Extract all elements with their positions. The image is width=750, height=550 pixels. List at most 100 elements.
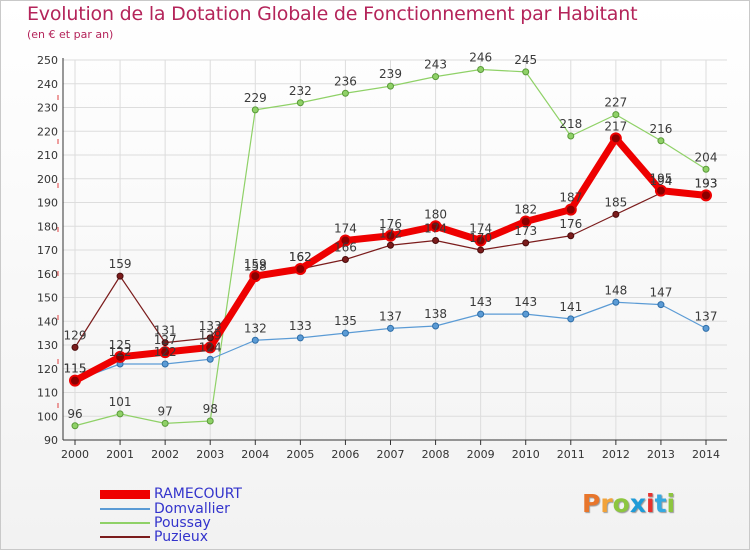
data-label-ramecourt: 127 <box>154 333 177 347</box>
x-tick-label: 2013 <box>647 448 675 461</box>
data-label-ramecourt: 176 <box>379 217 402 231</box>
data-point-poussay <box>522 68 530 76</box>
data-point-poussay <box>657 137 665 145</box>
data-point-ramecourt <box>249 270 262 283</box>
data-label-ramecourt: 129 <box>199 328 222 342</box>
data-label-domvallier: 143 <box>514 295 537 309</box>
x-tick-label: 2009 <box>467 448 495 461</box>
y-tick-label: 240 <box>37 78 58 91</box>
data-point-ramecourt <box>204 341 217 354</box>
x-tick-label: 2003 <box>196 448 224 461</box>
legend-item-poussay: Poussay <box>100 516 211 530</box>
axes <box>57 58 727 445</box>
data-point-domvallier <box>206 355 214 363</box>
data-label-puzieux: 162 <box>289 250 312 264</box>
legend-label-ramecourt: RAMECOURT <box>154 486 242 502</box>
data-label-domvallier: 137 <box>695 309 718 323</box>
data-point-ramecourt <box>609 132 622 145</box>
data-label-poussay: 236 <box>334 74 357 88</box>
data-point-domvallier <box>702 324 710 332</box>
y-tick-label: 160 <box>37 268 58 281</box>
data-point-poussay <box>432 73 440 81</box>
data-label-puzieux: 159 <box>109 257 132 271</box>
data-point-ramecourt <box>384 229 397 242</box>
x-tick-label: 2001 <box>106 448 134 461</box>
y-tick-label: 200 <box>37 173 58 186</box>
data-label-puzieux: 166 <box>334 241 357 255</box>
data-point-puzieux <box>387 241 394 249</box>
data-label-puzieux: 185 <box>604 195 627 209</box>
data-point-poussay <box>251 106 259 114</box>
data-point-domvallier <box>296 334 304 342</box>
grid-lines <box>63 59 727 441</box>
x-tick-label: 2004 <box>241 448 269 461</box>
chart-subtitle: (en € et par an) <box>27 28 114 41</box>
y-tick-label: 150 <box>37 292 58 305</box>
data-label-poussay: 204 <box>695 150 718 164</box>
y-tick-label: 210 <box>37 149 58 162</box>
logo-letter: t <box>654 489 667 518</box>
data-point-ramecourt <box>654 184 667 197</box>
data-point-ramecourt <box>564 203 577 216</box>
logo-letter: o <box>612 489 630 518</box>
y-tick-label: 90 <box>44 434 58 447</box>
data-point-poussay <box>296 99 304 107</box>
logo-letter: x <box>629 489 646 518</box>
data-point-domvallier <box>567 315 575 323</box>
data-point-ramecourt <box>69 374 81 387</box>
legend-item-domvallier: Domvallier <box>100 502 230 516</box>
legend-swatch-domvallier <box>100 508 150 510</box>
data-label-poussay: 218 <box>559 117 582 131</box>
data-point-poussay <box>387 82 394 90</box>
proxiti-logo: Proxiti <box>582 489 675 518</box>
legend-label-puzieux: Puzieux <box>154 529 209 545</box>
data-point-domvallier <box>161 360 169 368</box>
x-tick-label: 2010 <box>512 448 540 461</box>
y-tick-label: 120 <box>37 363 58 376</box>
data-label-ramecourt: 162 <box>289 250 312 264</box>
legend-swatch-ramecourt <box>100 489 150 499</box>
data-point-poussay <box>161 419 169 427</box>
data-label-ramecourt: 180 <box>424 207 447 221</box>
data-label-ramecourt: 195 <box>649 172 672 186</box>
data-point-poussay <box>71 422 79 430</box>
data-point-puzieux <box>612 210 620 218</box>
data-label-puzieux: 131 <box>154 324 177 338</box>
y-tick-label: 230 <box>37 102 58 115</box>
data-label-ramecourt: 174 <box>334 222 357 236</box>
data-label-poussay: 101 <box>109 395 132 409</box>
legend-swatch-poussay <box>100 522 150 524</box>
data-point-domvallier <box>432 322 440 330</box>
data-label-poussay: 227 <box>604 96 627 110</box>
y-tick-label: 250 <box>37 54 58 67</box>
y-tick-label: 180 <box>37 220 58 233</box>
data-label-poussay: 96 <box>67 407 82 421</box>
data-label-puzieux: 193 <box>695 176 718 190</box>
legend-item-ramecourt: RAMECOURT <box>100 487 242 501</box>
data-label-ramecourt: 125 <box>109 338 132 352</box>
data-label-ramecourt: 193 <box>695 176 718 190</box>
data-label-domvallier: 141 <box>559 300 582 314</box>
y-tick-label: 110 <box>37 387 58 400</box>
data-point-poussay <box>341 89 349 97</box>
data-point-puzieux <box>567 232 575 240</box>
legend-swatch-puzieux <box>100 536 150 538</box>
data-label-puzieux: 173 <box>514 224 537 238</box>
x-tick-label: 2006 <box>331 448 359 461</box>
data-label-poussay: 98 <box>203 402 218 416</box>
data-label-ramecourt: 115 <box>64 362 87 376</box>
data-label-ramecourt: 159 <box>244 257 267 271</box>
data-point-puzieux <box>206 334 214 342</box>
legend-label-poussay: Poussay <box>154 515 211 531</box>
data-point-poussay <box>612 111 620 119</box>
data-point-domvallier <box>612 298 620 306</box>
chart-title: Evolution de la Dotation Globale de Fonc… <box>27 3 638 25</box>
data-point-puzieux <box>341 256 349 263</box>
data-label-ramecourt: 174 <box>469 222 492 236</box>
data-label-poussay: 246 <box>469 51 492 65</box>
data-label-poussay: 97 <box>158 404 173 418</box>
data-point-ramecourt <box>294 263 307 275</box>
data-label-domvallier: 132 <box>244 321 267 335</box>
data-point-poussay <box>567 132 575 140</box>
